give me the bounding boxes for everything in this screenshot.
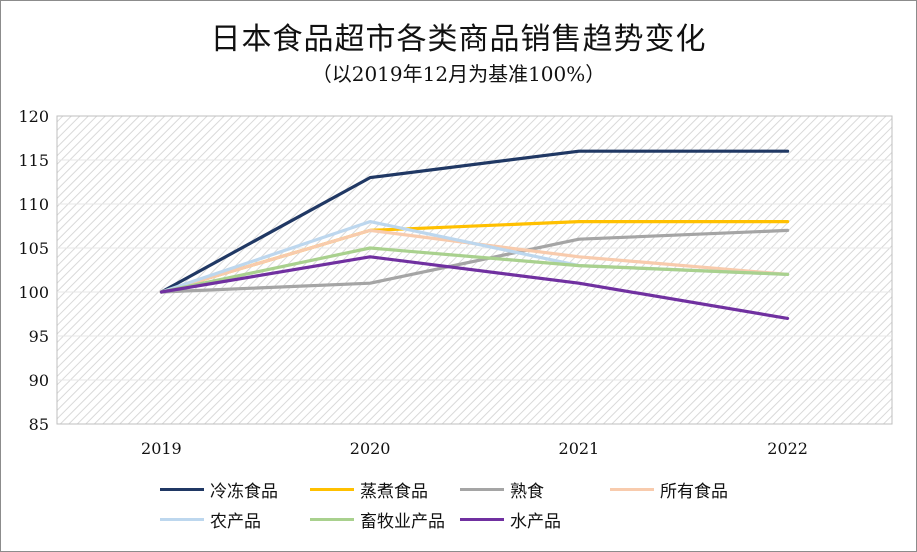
chart-title: 日本食品超市各类商品销售趋势变化	[210, 22, 707, 57]
y-tick-label: 85	[29, 415, 49, 434]
legend-label: 蒸煮食品	[360, 481, 428, 502]
legend-swatch	[160, 487, 204, 491]
legend-swatch	[310, 517, 354, 521]
legend-swatch	[610, 487, 654, 491]
legend-label: 冷冻食品	[210, 481, 278, 502]
legend-item: 蒸煮食品	[310, 476, 428, 502]
legend-label: 所有食品	[660, 481, 728, 502]
x-tick-label: 2021	[559, 439, 600, 458]
legend-item: 畜牧业产品	[310, 506, 445, 532]
y-tick-label: 120	[18, 107, 49, 126]
legend-swatch	[310, 487, 354, 491]
y-tick-label: 95	[29, 327, 49, 346]
legend-label: 熟食	[510, 481, 544, 502]
x-tick-label: 2019	[141, 439, 182, 458]
series-line	[159, 149, 790, 294]
chart-subtitle: （以2019年12月为基准100%）	[311, 62, 606, 86]
y-tick-label: 105	[18, 239, 49, 258]
legend-item: 冷冻食品	[160, 476, 278, 502]
series-line	[159, 255, 790, 320]
legend-label: 畜牧业产品	[360, 511, 445, 532]
legend-item: 所有食品	[610, 476, 728, 502]
y-tick-label: 90	[29, 371, 49, 390]
legend-swatch	[160, 517, 204, 521]
y-tick-label: 115	[18, 151, 49, 170]
x-tick-label: 2020	[350, 439, 391, 458]
y-tick-label: 110	[18, 195, 49, 214]
series-line	[159, 228, 790, 294]
legend-swatch	[460, 517, 504, 521]
x-tick-label: 2022	[767, 439, 808, 458]
legend-item: 农产品	[160, 506, 261, 532]
legend-swatch	[460, 487, 504, 491]
y-tick-label: 100	[18, 283, 49, 302]
legend-label: 水产品	[510, 511, 561, 532]
legend-item: 水产品	[460, 506, 561, 532]
series-line	[159, 246, 790, 294]
legend-label: 农产品	[210, 511, 261, 532]
legend-item: 熟食	[460, 476, 544, 502]
